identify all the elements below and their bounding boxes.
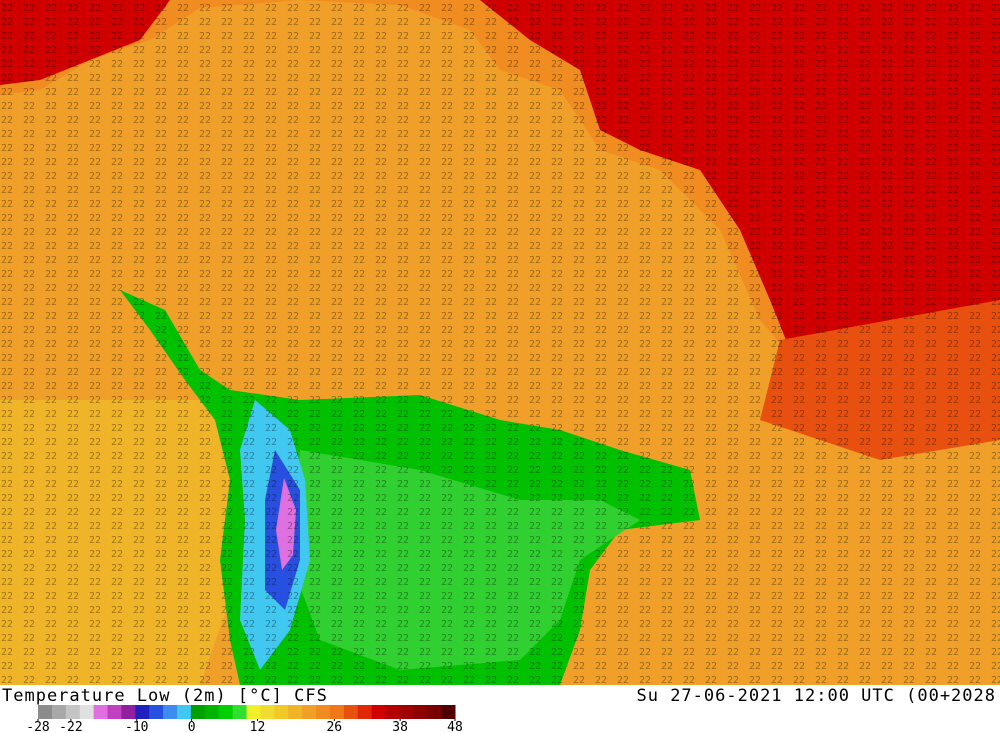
colorbar-swatch (302, 705, 317, 719)
colorbar-swatch (329, 705, 345, 719)
map-title: Temperature Low (2m) [°C] CFS (2, 686, 328, 706)
colorbar-swatch (38, 705, 53, 719)
colorbar-swatch (232, 705, 247, 719)
colorbar-swatch (441, 705, 456, 719)
colorbar-swatch (274, 705, 289, 719)
colorbar-swatch (260, 705, 275, 719)
colorbar-label: 26 (326, 720, 342, 733)
colorbar-swatch (79, 705, 95, 719)
colorbar-swatch (316, 705, 331, 719)
colorbar-swatch (135, 705, 150, 719)
colorbar: -28 -22 -10 0 12 26 38 48 (26, 705, 463, 733)
colorbar-swatch (357, 705, 373, 719)
value-grid (0, 0, 1000, 685)
colorbar-label: -10 (125, 720, 148, 733)
colorbar-swatch (121, 705, 136, 719)
colorbar-swatch (177, 705, 192, 719)
colorbar-label: -28 (26, 720, 49, 733)
timestamp: Su 27-06-2021 12:00 UTC (00+2028 (636, 686, 996, 706)
colorbar-swatch (51, 705, 67, 719)
colorbar-swatch (65, 705, 81, 719)
colorbar-swatch (427, 705, 442, 719)
colorbar-swatch (93, 705, 108, 719)
colorbar-label: 48 (447, 720, 463, 733)
map (0, 0, 1000, 685)
colorbar-swatch (163, 705, 178, 719)
colorbar-swatch (107, 705, 122, 719)
colorbar-swatch (385, 705, 400, 719)
colorbar-swatch (218, 705, 234, 719)
colorbar-label: 0 (188, 720, 196, 733)
colorbar-swatch (343, 705, 359, 719)
colorbar-swatch (190, 705, 206, 719)
colorbar-swatch (246, 705, 261, 719)
colorbar-swatch (413, 705, 428, 719)
colorbar-swatch (204, 705, 220, 719)
colorbar-label: 38 (392, 720, 408, 733)
colorbar-label: -22 (59, 720, 82, 733)
colorbar-swatch (399, 705, 414, 719)
colorbar-swatch (371, 705, 386, 719)
colorbar-swatch (149, 705, 164, 719)
colorbar-label: 12 (250, 720, 266, 733)
colorbar-swatch (288, 705, 303, 719)
